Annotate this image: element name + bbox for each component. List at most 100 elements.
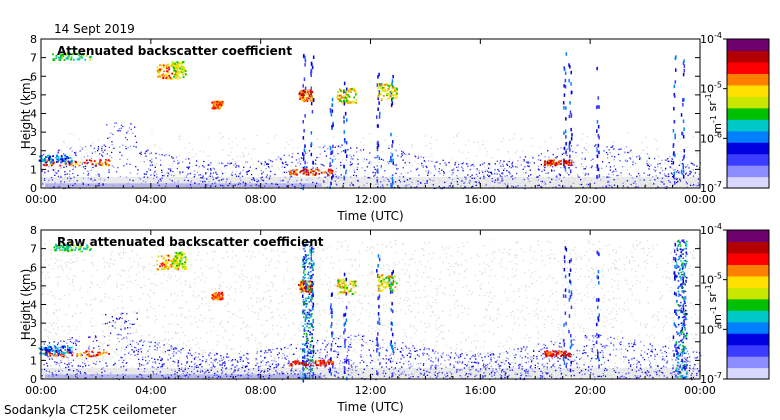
- aerosol-speckle: [376, 176, 378, 179]
- cloud-echo: [86, 162, 89, 165]
- noise-speckle: [149, 263, 151, 265]
- noise-speckle: [290, 338, 293, 340]
- aerosol-speckle: [537, 176, 539, 178]
- cloud-echo: [60, 155, 63, 157]
- aerosol-speckle: [464, 181, 466, 184]
- aerosol-speckle: [472, 185, 474, 188]
- noise-speckle: [319, 354, 321, 357]
- noise-speckle: [368, 264, 370, 266]
- colorbar-segment: [727, 73, 769, 86]
- aerosol-speckle: [488, 163, 490, 165]
- cloud-echo: [392, 94, 395, 96]
- precip-streak: [596, 120, 599, 124]
- aerosol-speckle: [479, 164, 481, 166]
- noise-speckle: [367, 283, 369, 285]
- noise-speckle: [554, 258, 556, 260]
- noise-speckle: [111, 348, 113, 350]
- noise-speckle: [246, 255, 248, 257]
- noise-speckle: [376, 326, 378, 328]
- cloud-echo: [179, 72, 182, 74]
- x-axis-label: Time (UTC): [336, 209, 403, 223]
- noise-speckle: [410, 337, 412, 339]
- aerosol-speckle: [697, 185, 699, 187]
- aerosol-speckle: [572, 161, 574, 163]
- aerosol-speckle: [510, 167, 512, 169]
- noise-speckle: [697, 280, 699, 282]
- noise-speckle: [616, 267, 618, 269]
- noise-speckle: [612, 297, 614, 299]
- aerosol-speckle: [433, 174, 435, 177]
- precip-streak: [568, 144, 571, 149]
- noise-speckle: [635, 299, 637, 301]
- noise-speckle: [565, 153, 567, 156]
- aerosol-speckle: [90, 157, 93, 159]
- noise-speckle: [638, 169, 640, 171]
- cloud-echo: [158, 74, 161, 77]
- aerosol-speckle: [481, 170, 483, 172]
- noise-speckle: [284, 251, 286, 253]
- aerosol-speckle: [544, 181, 546, 183]
- aerosol-speckle: [373, 166, 375, 168]
- cloud-echo: [70, 58, 73, 61]
- aerosol-speckle: [82, 172, 85, 174]
- noise-speckle: [627, 132, 630, 134]
- aerosol-speckle: [696, 165, 698, 167]
- noise-speckle: [507, 151, 509, 153]
- aerosol-speckle: [511, 163, 513, 165]
- noise-speckle: [623, 166, 625, 168]
- cloud-echo: [85, 54, 88, 57]
- aerosol-speckle: [514, 166, 517, 168]
- aerosol-speckle: [323, 165, 325, 167]
- cloud-echo: [184, 74, 187, 77]
- aerosol-speckle: [603, 150, 605, 152]
- noise-speckle: [334, 284, 336, 286]
- aerosol-speckle: [57, 150, 59, 152]
- noise-speckle: [351, 264, 353, 266]
- noise-speckle: [349, 273, 351, 275]
- cloud-echo: [377, 83, 380, 85]
- cloud-echo: [38, 159, 41, 162]
- noise-speckle: [503, 290, 505, 293]
- precip-streak: [378, 156, 381, 160]
- aerosol-speckle: [547, 150, 549, 152]
- cloud-echo: [396, 88, 398, 91]
- noise-speckle: [137, 188, 139, 190]
- aerosol-speckle: [494, 163, 496, 165]
- cloud-echo: [69, 157, 72, 159]
- noise-speckle: [79, 322, 81, 324]
- aerosol-speckle: [352, 183, 354, 186]
- aerosol-speckle: [524, 156, 527, 158]
- aerosol-speckle: [668, 180, 670, 182]
- precip-streak: [682, 72, 685, 77]
- aerosol-speckle: [626, 160, 629, 162]
- cloud-echo: [217, 107, 219, 110]
- noise-speckle: [551, 342, 553, 344]
- noise-speckle: [528, 313, 530, 315]
- aerosol-speckle: [113, 126, 115, 128]
- aerosol-speckle: [529, 169, 531, 171]
- noise-speckle: [155, 169, 157, 171]
- aerosol-speckle: [158, 184, 161, 187]
- aerosol-speckle: [568, 174, 570, 176]
- noise-speckle: [676, 153, 678, 155]
- aerosol-speckle: [660, 167, 662, 169]
- cloud-echo: [216, 100, 219, 103]
- noise-speckle: [395, 166, 397, 168]
- cloud-echo: [173, 67, 176, 70]
- noise-speckle: [71, 282, 73, 284]
- noise-speckle: [684, 188, 686, 190]
- noise-speckle: [164, 339, 166, 341]
- noise-speckle: [518, 290, 520, 292]
- aerosol-speckle: [188, 166, 190, 168]
- aerosol-speckle: [407, 171, 409, 174]
- precip-streak: [597, 167, 600, 172]
- noise-speckle: [287, 325, 289, 327]
- cloud-echo: [384, 83, 387, 86]
- cloud-echo: [301, 99, 304, 102]
- aerosol-speckle: [210, 162, 212, 164]
- precip-streak: [302, 84, 304, 88]
- noise-speckle: [615, 261, 617, 263]
- noise-speckle: [524, 362, 526, 364]
- cloud-echo: [49, 163, 51, 166]
- noise-speckle: [576, 155, 578, 158]
